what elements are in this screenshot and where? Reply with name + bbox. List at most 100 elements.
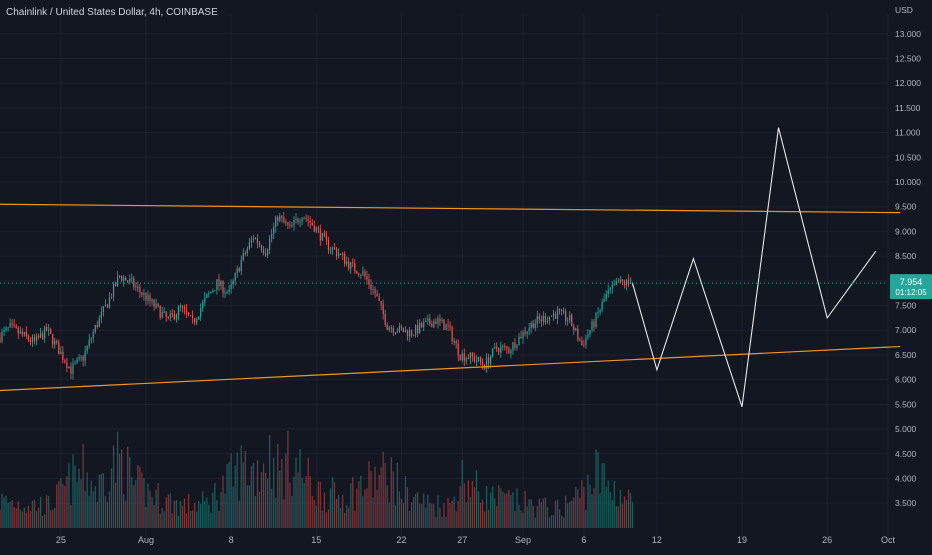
candle-body [560, 310, 563, 312]
candle-body [567, 320, 569, 322]
candle-body [390, 327, 392, 329]
volume-bar [104, 496, 107, 528]
volume-bar [74, 465, 76, 528]
candle-body [155, 303, 157, 308]
candle-body [78, 357, 80, 360]
volume-bar [198, 500, 200, 528]
candle-body [398, 326, 401, 332]
volume-bar [599, 492, 601, 528]
volume-bar [181, 505, 184, 528]
volume-bar [546, 507, 549, 528]
candle-body [66, 362, 68, 369]
volume-bar [404, 476, 407, 528]
volume-bar [475, 470, 478, 528]
y-tick-label: 11.500 [895, 103, 921, 113]
candle-body [48, 329, 50, 331]
candle-body [329, 249, 332, 251]
candle-body [536, 316, 538, 324]
volume-bar [352, 477, 354, 528]
volume-bar [376, 489, 378, 528]
volume-bar [153, 504, 155, 528]
candle-body [19, 331, 21, 334]
candle-body [344, 254, 346, 264]
candle-body [504, 346, 506, 348]
volume-bar [137, 464, 139, 528]
candle-body [581, 340, 583, 346]
candle-body [171, 313, 173, 315]
volume-bar [102, 473, 105, 528]
volume-bar [250, 466, 253, 528]
volume-bar [131, 477, 133, 528]
volume-bar [58, 480, 60, 528]
volume-bar [558, 509, 561, 528]
volume-bar [92, 491, 94, 528]
candle-body [408, 330, 411, 337]
volume-bar [189, 511, 192, 528]
candle-body [368, 279, 370, 285]
candle-body [526, 331, 528, 334]
candle-body [611, 285, 613, 289]
volume-bar [331, 477, 334, 528]
volume-bar [258, 491, 261, 528]
volume-bar [169, 493, 171, 528]
volume-bar [382, 451, 384, 528]
candle-body [548, 316, 551, 321]
candle-body [293, 220, 295, 226]
candle-body [256, 238, 259, 244]
candle-body [311, 222, 313, 226]
candle-body [139, 286, 141, 293]
volume-bar [380, 467, 382, 528]
candle-body [80, 356, 82, 358]
volume-bar [54, 507, 56, 528]
candle-body [92, 332, 94, 339]
candle-body [70, 366, 72, 374]
candle-body [226, 291, 228, 293]
volume-bar [224, 493, 226, 528]
candle-body [380, 301, 382, 305]
candle-body [285, 221, 287, 223]
volume-bar [485, 485, 488, 528]
candle-body [337, 254, 340, 256]
candle-body [224, 292, 226, 294]
volume-bar [287, 430, 289, 528]
volume-bar [435, 516, 437, 528]
candle-body [297, 218, 299, 223]
candle-body [25, 331, 27, 336]
volume-bar [232, 486, 234, 528]
candle-body [246, 248, 248, 254]
volume-bar [372, 497, 374, 528]
candle-body [7, 327, 9, 329]
candle-body [200, 308, 202, 317]
volume-bar [157, 483, 159, 528]
volume-bar [256, 460, 259, 528]
volume-bar [11, 499, 13, 528]
candle-body [494, 346, 496, 349]
candle-body [50, 329, 52, 334]
candle-body [421, 323, 423, 328]
volume-bar [522, 512, 524, 528]
candle-body [479, 357, 482, 362]
candle-body [281, 216, 283, 218]
candle-body [248, 242, 250, 249]
volume-bar [317, 481, 319, 528]
volume-bar [581, 480, 583, 528]
volume-bar [271, 488, 273, 528]
volume-bar [342, 494, 344, 528]
volume-bar [425, 507, 427, 528]
y-tick-label: 12.500 [895, 53, 921, 63]
volume-bar [461, 459, 463, 528]
x-tick-label: 12 [652, 535, 662, 545]
volume-bar [427, 494, 429, 528]
candle-body [589, 330, 591, 335]
volume-bar [354, 510, 356, 528]
volume-bar [230, 453, 232, 528]
volume-bar [538, 498, 540, 528]
volume-bar [163, 511, 165, 528]
candle-body [37, 335, 40, 338]
candle-body [157, 303, 159, 306]
x-tick-label: 8 [229, 535, 234, 545]
candle-body [595, 313, 597, 328]
price-badge-value: 7.954 [900, 277, 923, 287]
